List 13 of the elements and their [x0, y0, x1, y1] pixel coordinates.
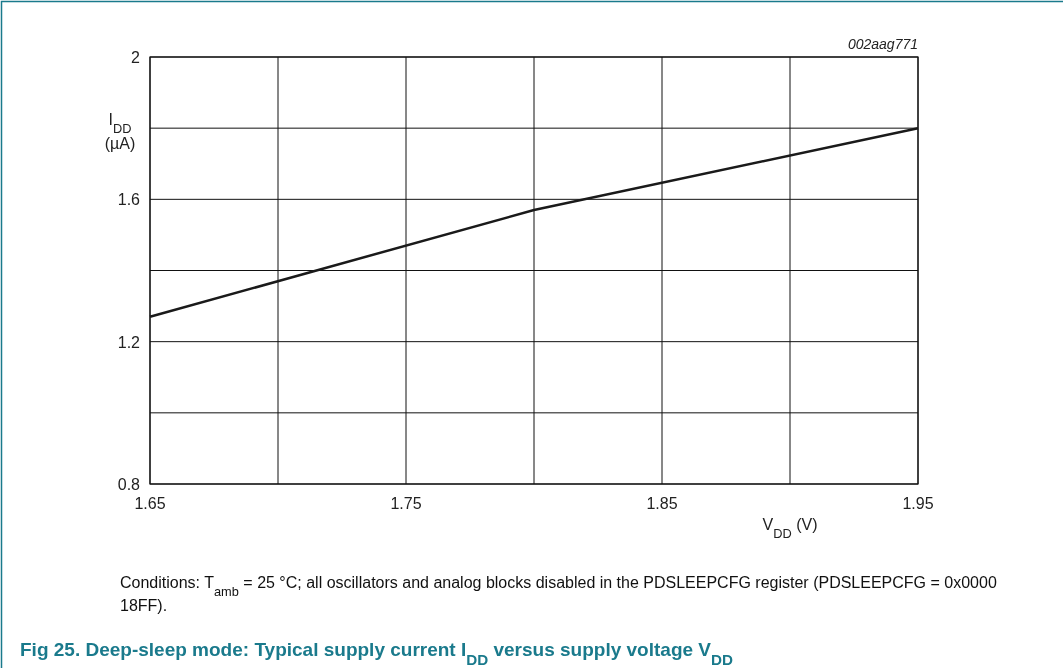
- text: Conditions: T$_{amb}$ = 25 °C; all oscillators and analog blocks disabled in the PDSLEEPCFG register (PDSLEEPCFG = 0x0000 18FF).: [120, 574, 997, 614]
- x-tick-label: 1.75: [390, 495, 422, 512]
- y-tick-label: 2: [131, 49, 141, 66]
- x-axis-title: V$_{DD}$ (V): [762, 516, 818, 541]
- text: Fig 25. Deep-sleep mode: Typical supply current I$_{DD}$ versus supply voltage V$_{DD}$: [20, 639, 733, 668]
- x-tick-label: 1.95: [902, 495, 934, 512]
- x-tick-label: 1.65: [134, 495, 166, 512]
- y-tick-label: 0.8: [117, 476, 141, 493]
- x-tick-label: 1.85: [646, 495, 678, 512]
- y-axis-title: I$_{DD}$ (µA): [104, 111, 136, 152]
- text: 002aag771: [847, 36, 918, 52]
- y-tick-label: 1.2: [117, 333, 141, 351]
- y-tick-label: 1.6: [117, 191, 141, 209]
